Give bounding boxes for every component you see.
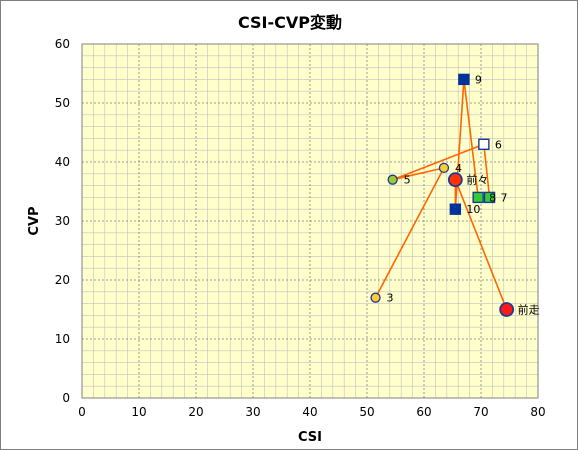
data-point-4 (438, 162, 450, 174)
x-tick-label: 80 (530, 405, 545, 419)
data-point-5 (387, 174, 398, 185)
data-label-7: 7 (501, 191, 508, 204)
data-point-8 (472, 191, 484, 204)
x-tick-label: 0 (78, 405, 86, 419)
y-tick-label: 20 (55, 273, 70, 287)
data-point-3 (370, 292, 381, 303)
y-axis-label: CVP (27, 206, 42, 235)
y-tick-label: 40 (55, 155, 70, 169)
x-tick-label: 60 (416, 405, 431, 419)
data-point-前走 (499, 302, 515, 317)
data-label-8: 8 (489, 191, 496, 204)
x-axis-label: CSI (298, 430, 322, 445)
x-tick-label: 20 (188, 405, 203, 419)
data-point-7 (483, 191, 496, 204)
y-tick-label: 50 (55, 96, 70, 110)
x-tick-labels: 0 10 20 30 40 50 60 70 80 (78, 405, 545, 419)
data-label-4: 4 (455, 162, 462, 175)
data-markers (370, 73, 515, 317)
plot-border (81, 43, 539, 399)
data-label-9: 9 (475, 73, 482, 86)
y-tick-label: 0 (62, 391, 70, 405)
data-label-3: 3 (387, 292, 394, 305)
y-tick-labels: 0 10 20 30 40 50 60 (55, 37, 70, 405)
data-point-6 (478, 138, 490, 151)
chart-title: CSI-CVP変動 (238, 13, 342, 32)
data-point-10 (449, 203, 462, 215)
x-tick-label: 70 (473, 405, 488, 419)
x-tick-label: 30 (245, 405, 260, 419)
x-tick-label: 50 (359, 405, 374, 419)
data-label-前々: 前々 (466, 173, 488, 187)
data-point-前々 (447, 172, 463, 188)
data-label-5: 5 (404, 174, 411, 187)
data-point-9 (458, 73, 470, 86)
x-tick-label: 40 (302, 405, 317, 419)
data-label-前走: 前走 (518, 303, 540, 317)
y-tick-label: 30 (55, 214, 70, 228)
x-tick-label: 10 (131, 405, 146, 419)
data-label-10: 10 (466, 203, 480, 216)
y-tick-label: 10 (55, 332, 70, 346)
y-tick-label: 60 (55, 37, 70, 51)
data-label-6: 6 (495, 138, 502, 151)
